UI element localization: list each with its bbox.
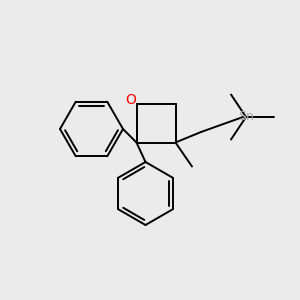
Text: O: O <box>126 93 136 107</box>
Text: Sn: Sn <box>238 110 254 124</box>
